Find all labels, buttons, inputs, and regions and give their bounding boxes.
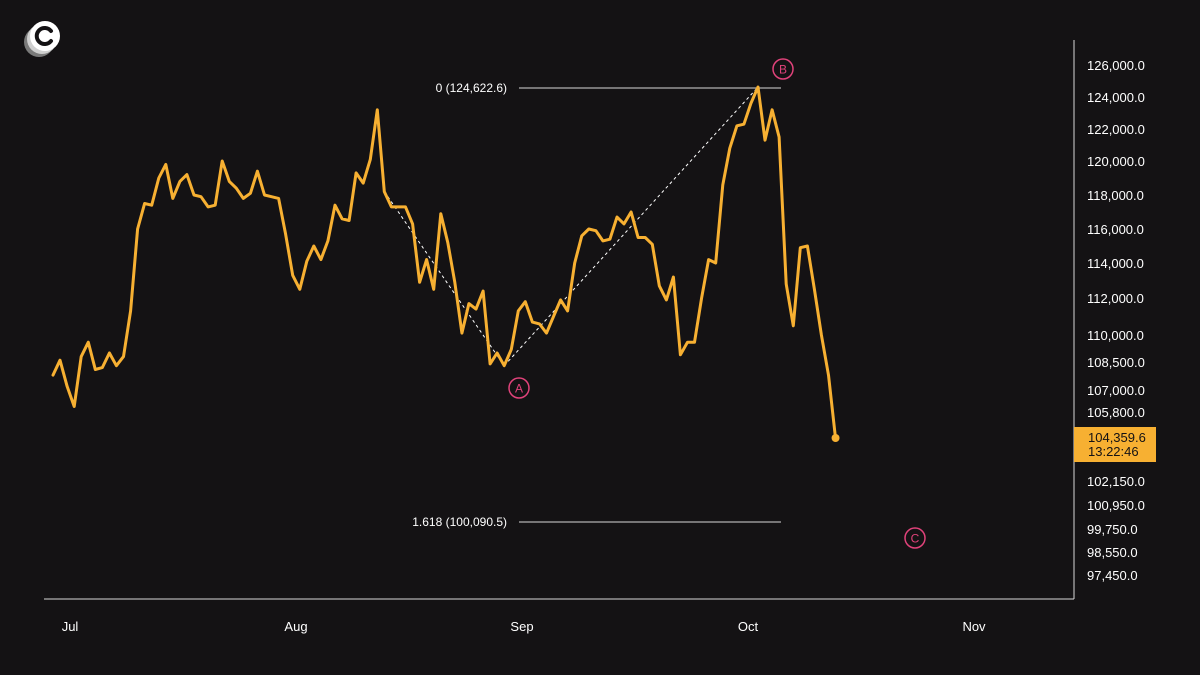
brand-logo-icon (24, 21, 60, 57)
y-tick-label: 110,000.0 (1087, 328, 1144, 343)
y-tick-labels: 126,000.0 124,000.0 122,000.0 120,000.0 118,… (1087, 58, 1145, 583)
chart-axes (44, 40, 1075, 600)
y-tick-label: 126,000.0 (1087, 58, 1145, 73)
y-tick-label: 97,450.0 (1087, 568, 1138, 583)
wave-label-a-circle (508, 377, 530, 399)
wave-labels: A B C (508, 58, 926, 549)
x-tick-label: Sep (510, 619, 533, 634)
price-tag-price: 104,359.6 (1088, 430, 1146, 445)
current-price-tag: 104,359.6 13:22:46 (1074, 427, 1156, 462)
y-tick-label: 112,000.0 (1087, 291, 1144, 306)
wave-connector-a-b (503, 86, 759, 367)
y-tick-label: 118,000.0 (1087, 188, 1144, 203)
x-tick-label: Nov (962, 619, 986, 634)
fib-level-1618-label: 1.618 (100,090.5) (412, 515, 507, 529)
y-tick-label: 105,800.0 (1087, 405, 1145, 420)
wave-label-c: C (911, 532, 920, 546)
wave-label-a: A (515, 382, 523, 396)
wave-connector-to-a (383, 191, 505, 367)
y-tick-label: 108,500.0 (1087, 355, 1145, 370)
wave-label-b-circle (772, 58, 794, 80)
y-tick-label: 120,000.0 (1087, 154, 1145, 169)
y-tick-label: 98,550.0 (1087, 545, 1138, 560)
y-tick-label: 116,000.0 (1087, 222, 1144, 237)
y-tick-label: 124,000.0 (1087, 90, 1145, 105)
x-tick-labels: Jul Aug Sep Oct Nov (62, 619, 986, 634)
last-price-dot (831, 434, 840, 442)
y-tick-label: 114,000.0 (1087, 256, 1144, 271)
y-tick-label: 122,000.0 (1087, 122, 1145, 137)
fib-level-0-label: 0 (124,622.6) (436, 81, 507, 95)
price-tag-bg (1074, 427, 1156, 462)
y-tick-label: 100,950.0 (1087, 498, 1145, 513)
x-tick-label: Aug (284, 619, 307, 634)
price-tag-countdown: 13:22:46 (1088, 444, 1139, 459)
y-tick-label: 102,150.0 (1087, 474, 1145, 489)
wave-label-b: B (779, 63, 787, 77)
x-tick-label: Oct (738, 619, 759, 634)
price-series-line (51, 85, 837, 440)
wave-label-c-circle (904, 527, 926, 549)
fibonacci-levels: 0 (124,622.6) 1.618 (100,090.5) (412, 81, 781, 529)
y-tick-label: 99,750.0 (1087, 522, 1138, 537)
y-tick-label: 107,000.0 (1087, 383, 1145, 398)
x-tick-label: Jul (62, 619, 79, 634)
wave-connectors (383, 86, 759, 367)
